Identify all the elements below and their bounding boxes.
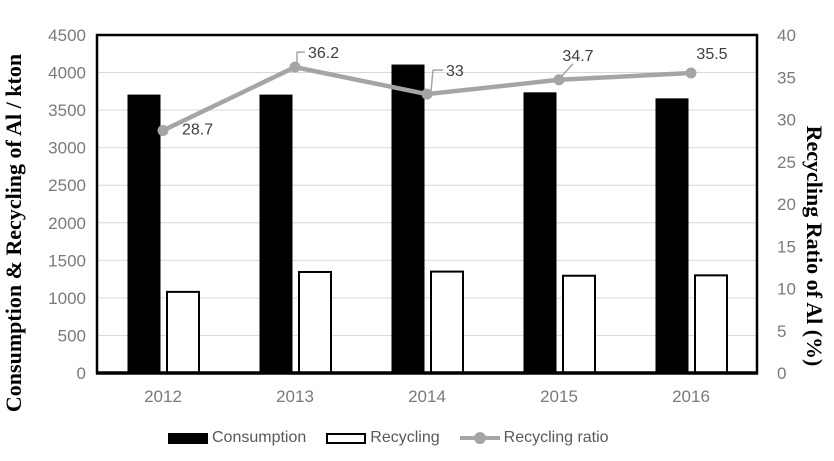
primary-axis-tick-label: 3500 [48, 101, 86, 120]
secondary-axis-tick-label: 5 [777, 322, 786, 341]
x-axis-tick-label: 2014 [408, 387, 446, 406]
consumption-swatch-icon [168, 432, 208, 444]
legend-label-consumption: Consumption [212, 429, 307, 446]
legend-label-recycling-ratio: Recycling ratio [503, 429, 609, 446]
secondary-axis-tick-label: 15 [777, 237, 796, 256]
recycling-ratio-marker [553, 74, 565, 86]
recycling-ratio-marker [421, 88, 433, 100]
legend-item-recycling-ratio: Recycling ratio [459, 429, 609, 447]
primary-axis-tick-label: 4000 [48, 64, 86, 83]
secondary-axis-tick-label: 35 [777, 68, 796, 87]
consumption-bar [655, 98, 689, 374]
chart-legend: Consumption Recycling Recycling ratio [168, 429, 609, 447]
recycling-bar [298, 270, 332, 374]
legend-item-consumption: Consumption [168, 429, 306, 447]
secondary-axis-tick-label: 40 [777, 26, 796, 45]
recycling-swatch-icon [326, 432, 367, 444]
x-axis-tick-label: 2015 [540, 387, 578, 406]
x-axis-tick-label: 2012 [144, 387, 182, 406]
x-axis-tick-label: 2016 [672, 387, 710, 406]
primary-axis-tick-label: 0 [77, 364, 86, 383]
secondary-axis-tick-label: 0 [777, 364, 786, 383]
data-label: 34.7 [562, 48, 593, 65]
primary-axis-tick-label: 4500 [48, 26, 86, 45]
consumption-bar [259, 94, 293, 374]
primary-axis-tick-label: 1000 [48, 289, 86, 308]
legend-item-recycling: Recycling [326, 429, 440, 447]
data-label-leader [296, 51, 305, 63]
data-label-leader [430, 69, 443, 92]
secondary-axis-tick-label: 30 [777, 111, 796, 130]
recycling-bar [166, 290, 200, 375]
secondary-axis-tick-label: 10 [777, 280, 796, 299]
data-label: 36.2 [308, 45, 339, 62]
recycling-ratio-marker [289, 61, 301, 73]
data-label: 35.5 [696, 46, 727, 63]
data-label: 28.7 [182, 121, 213, 138]
recycling-bar [694, 274, 728, 375]
data-label: 33 [446, 63, 464, 80]
consumption-bar [391, 64, 425, 374]
consumption-bar [523, 92, 557, 374]
primary-axis-tick-label: 1500 [48, 251, 86, 270]
recycling-bar [562, 274, 596, 374]
primary-axis-tick-label: 2000 [48, 214, 86, 233]
recycling-bar [430, 270, 464, 375]
primary-axis-tick-label: 2500 [48, 176, 86, 195]
legend-label-recycling: Recycling [370, 429, 440, 446]
secondary-axis-tick-label: 20 [777, 195, 796, 214]
recycling-ratio-marker [157, 124, 169, 136]
primary-axis-tick-label: 3000 [48, 139, 86, 158]
recycling-ratio-marker [685, 67, 697, 79]
secondary-axis-tick-label: 25 [777, 153, 796, 172]
x-axis-tick-label: 2013 [276, 387, 314, 406]
consumption-bar [127, 94, 161, 374]
primary-axis-tick-label: 500 [58, 326, 86, 345]
recycling-ratio-line-swatch-icon [459, 432, 500, 444]
data-label-leader [561, 63, 574, 77]
